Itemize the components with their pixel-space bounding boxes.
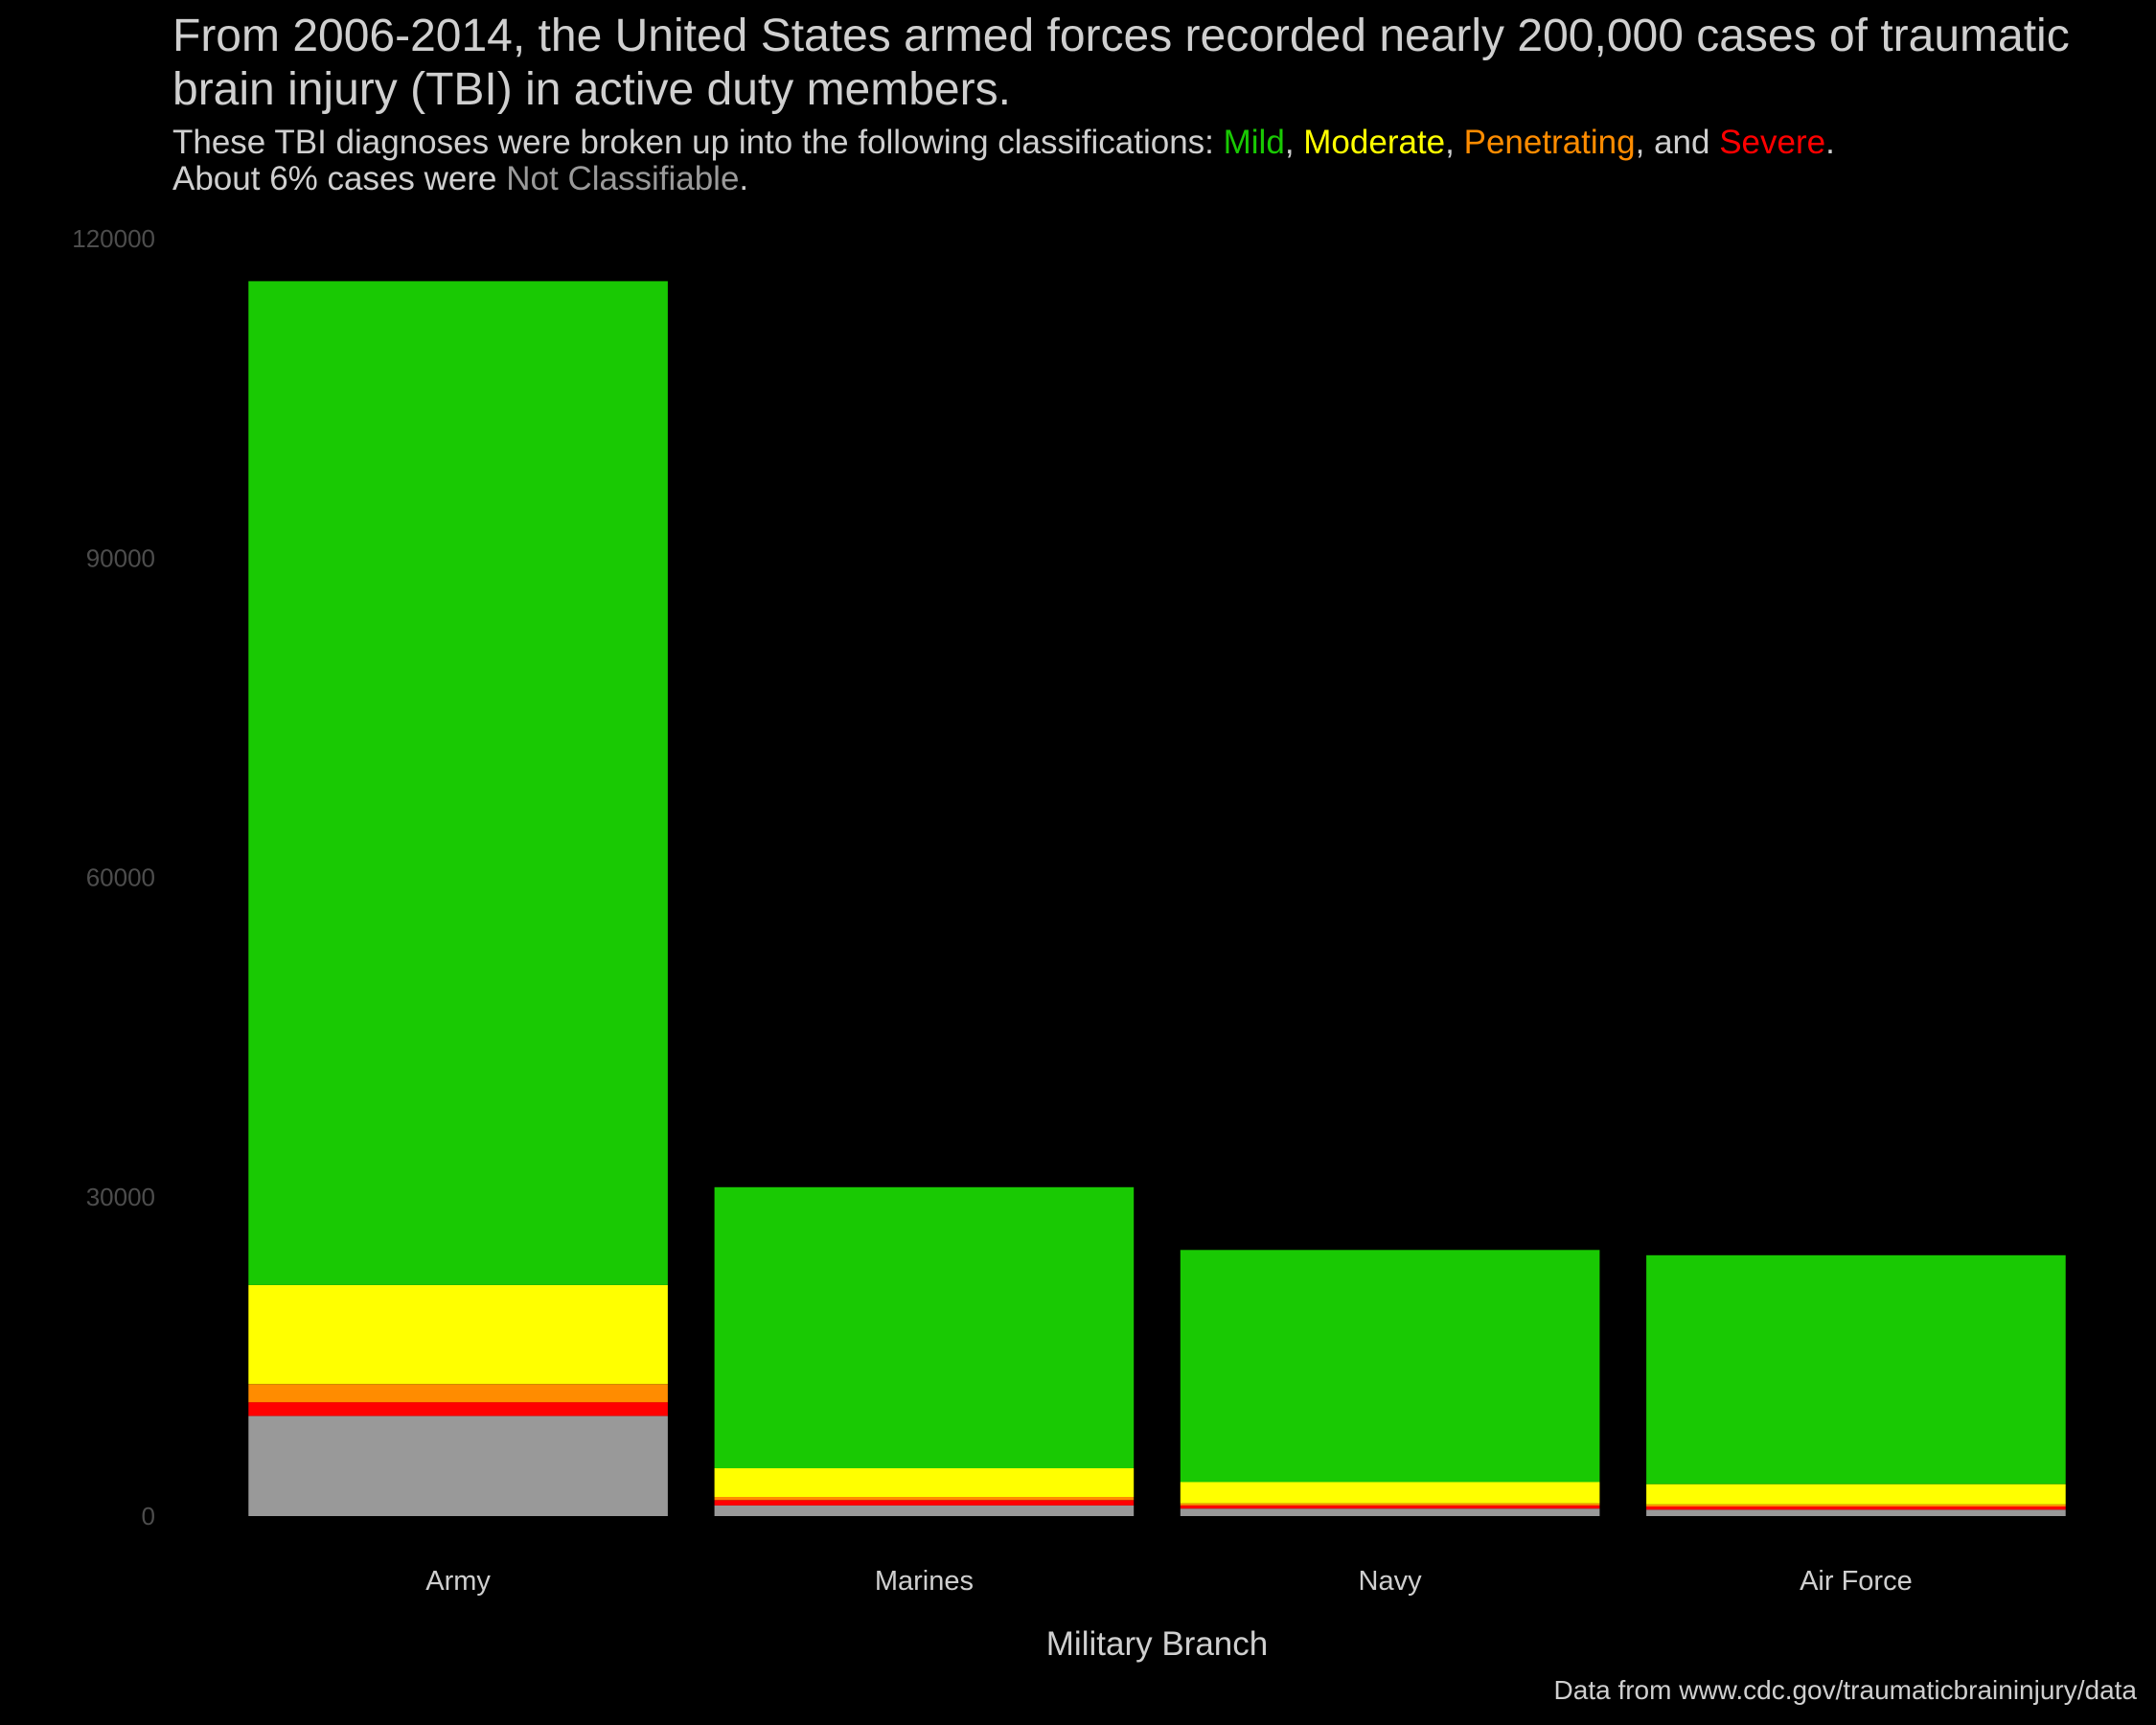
bar-segment-army-not-classifiable: [248, 1415, 668, 1516]
subtitle-sep-2: ,: [1445, 124, 1464, 161]
bar-segment-navy-not-classifiable: [1180, 1508, 1600, 1516]
bar-segment-navy-penetrating: [1180, 1503, 1600, 1506]
chart-title: From 2006-2014, the United States armed …: [172, 11, 2070, 115]
y-tick-label: 90000: [86, 543, 155, 572]
bar-segment-army-severe: [248, 1402, 668, 1416]
bar-segment-air-force-not-classifiable: [1646, 1509, 2066, 1516]
bar-segment-navy-severe: [1180, 1505, 1600, 1509]
subtitle-mild: Mild: [1223, 124, 1285, 161]
data-source-caption: Data from www.cdc.gov/traumaticbraininju…: [1553, 1675, 2137, 1705]
bar-segment-navy-moderate: [1180, 1482, 1600, 1504]
x-tick-label: Air Force: [1800, 1566, 1913, 1597]
bar-segment-air-force-mild: [1646, 1254, 2066, 1484]
y-tick-label: 120000: [72, 224, 155, 253]
bar-segment-army-penetrating: [248, 1384, 668, 1403]
bar-segment-marines-moderate: [714, 1468, 1135, 1497]
x-tick-label: Navy: [1359, 1566, 1423, 1597]
chart-subtitle: These TBI diagnoses were broken up into …: [172, 125, 2146, 197]
bar-segment-navy-mild: [1180, 1250, 1600, 1483]
bar-segment-marines-not-classifiable: [714, 1505, 1135, 1516]
subtitle-line2-prefix: About 6% cases were: [172, 160, 507, 197]
x-tick-label: Marines: [875, 1566, 974, 1597]
subtitle-sep-1: ,: [1284, 124, 1304, 161]
subtitle-prefix: These TBI diagnoses were broken up into …: [172, 124, 1224, 161]
bar-segment-marines-penetrating: [714, 1497, 1135, 1501]
subtitle-not-classifiable: Not Classifiable: [506, 160, 740, 197]
bar-stacks: [248, 281, 2066, 1516]
bar-segment-marines-mild: [714, 1186, 1135, 1469]
x-tick-label: Army: [425, 1566, 491, 1597]
bar-segment-air-force-penetrating: [1646, 1504, 2066, 1506]
y-tick-label: 0: [142, 1502, 155, 1530]
bar-segment-marines-severe: [714, 1500, 1135, 1506]
bar-segment-army-mild: [248, 281, 668, 1285]
y-tick-label: 60000: [86, 863, 155, 892]
y-tick-label: 30000: [86, 1183, 155, 1211]
bar-segment-air-force-moderate: [1646, 1484, 2066, 1505]
y-axis-ticks: 0 30000 60000 90000 120000: [72, 224, 155, 1530]
bar-segment-air-force-severe: [1646, 1506, 2066, 1510]
subtitle-line-1: These TBI diagnoses were broken up into …: [172, 125, 2146, 161]
subtitle-severe: Severe: [1719, 124, 1826, 161]
subtitle-sep-3: , and: [1635, 124, 1720, 161]
subtitle-end-2: .: [739, 160, 749, 197]
subtitle-line-2: About 6% cases were Not Classifiable.: [172, 161, 2146, 197]
subtitle-end-1: .: [1825, 124, 1835, 161]
x-axis-title: Military Branch: [1046, 1625, 1268, 1663]
subtitle-penetrating: Penetrating: [1463, 124, 1636, 161]
subtitle-moderate: Moderate: [1303, 124, 1446, 161]
bar-segment-army-moderate: [248, 1284, 668, 1385]
x-axis-ticks: Army Marines Navy Air Force: [425, 1566, 1912, 1597]
